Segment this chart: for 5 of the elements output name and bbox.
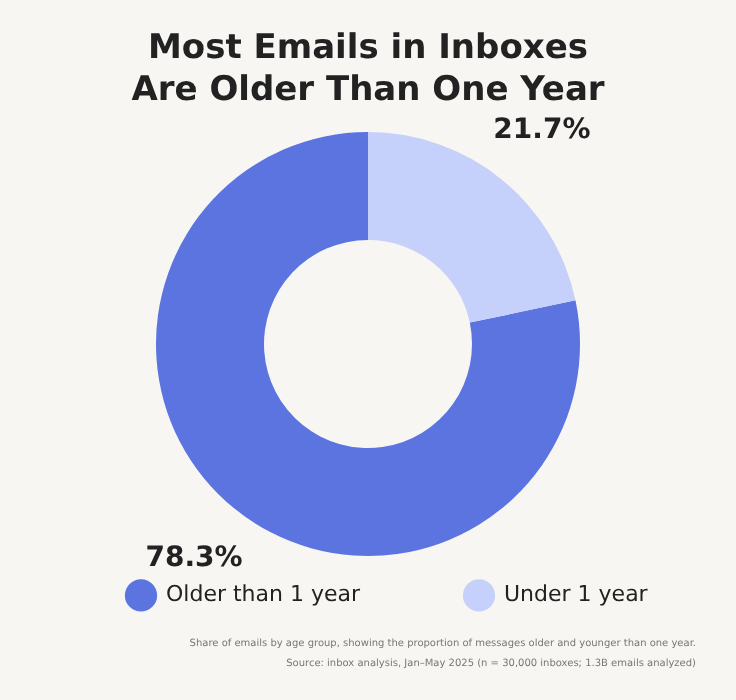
chart-title: Most Emails in Inboxes Are Older Than One Year — [131, 28, 606, 110]
data-label: 78.3% — [145, 542, 243, 575]
data-label: 21.7% — [493, 113, 591, 146]
legend-label: Older than 1 year — [166, 581, 361, 608]
legend-label: Under 1 year — [504, 581, 649, 608]
